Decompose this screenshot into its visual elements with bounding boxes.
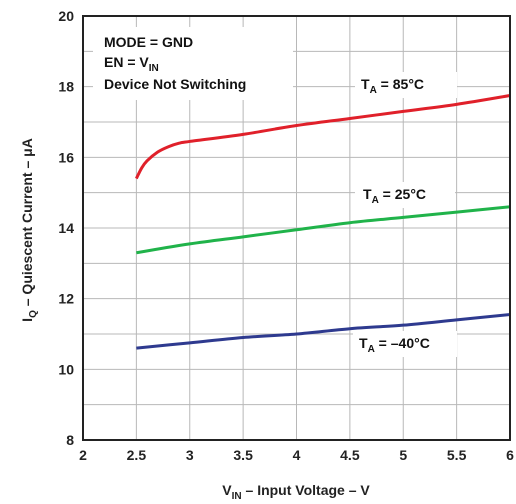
y-tick-label: 20 — [58, 8, 74, 24]
label-bg-25c — [355, 182, 455, 208]
conditions-box — [93, 27, 293, 100]
y-tick-labels: 8 10 12 14 16 18 20 — [58, 8, 74, 448]
condition-switching: Device Not Switching — [104, 76, 246, 92]
y-axis-title: IQ – Quiescent Current – μA — [19, 138, 39, 322]
series-line-85c — [135, 94, 511, 180]
y-tick-label: 12 — [58, 291, 74, 307]
x-tick-label: 4 — [293, 447, 301, 463]
x-tick-label: 3.5 — [233, 447, 253, 463]
y-tick-label: 18 — [58, 79, 74, 95]
y-tick-label: 16 — [58, 149, 74, 165]
plot-frame — [82, 15, 511, 441]
x-tick-label: 2.5 — [127, 447, 147, 463]
y-tick-label: 14 — [58, 220, 74, 236]
y-tick-label: 8 — [66, 432, 74, 448]
x-tick-labels: 2 2.5 3 3.5 4 4.5 5 5.5 6 — [79, 447, 514, 463]
x-tick-label: 2 — [79, 447, 87, 463]
x-tick-label: 5.5 — [447, 447, 467, 463]
series-line-25c — [136, 205, 511, 255]
x-tick-label: 6 — [506, 447, 514, 463]
x-tick-label: 3 — [186, 447, 194, 463]
x-axis-title: VIN – Input Voltage – V — [222, 482, 370, 502]
y-tick-label: 10 — [58, 361, 74, 377]
condition-mode: MODE = GND — [104, 34, 193, 50]
x-tick-label: 4.5 — [340, 447, 360, 463]
label-bg-minus40c — [353, 331, 457, 357]
series-lines — [135, 94, 511, 350]
series-label-minus40c: TA = –40°C — [359, 335, 430, 355]
series-label-25c: TA = 25°C — [363, 186, 426, 206]
x-tick-label: 5 — [399, 447, 407, 463]
condition-enable: EN = VIN — [104, 54, 159, 74]
series-line-minus40c — [136, 313, 511, 350]
series-label-85c: TA = 85°C — [361, 76, 424, 96]
label-bg-85c — [355, 72, 457, 98]
